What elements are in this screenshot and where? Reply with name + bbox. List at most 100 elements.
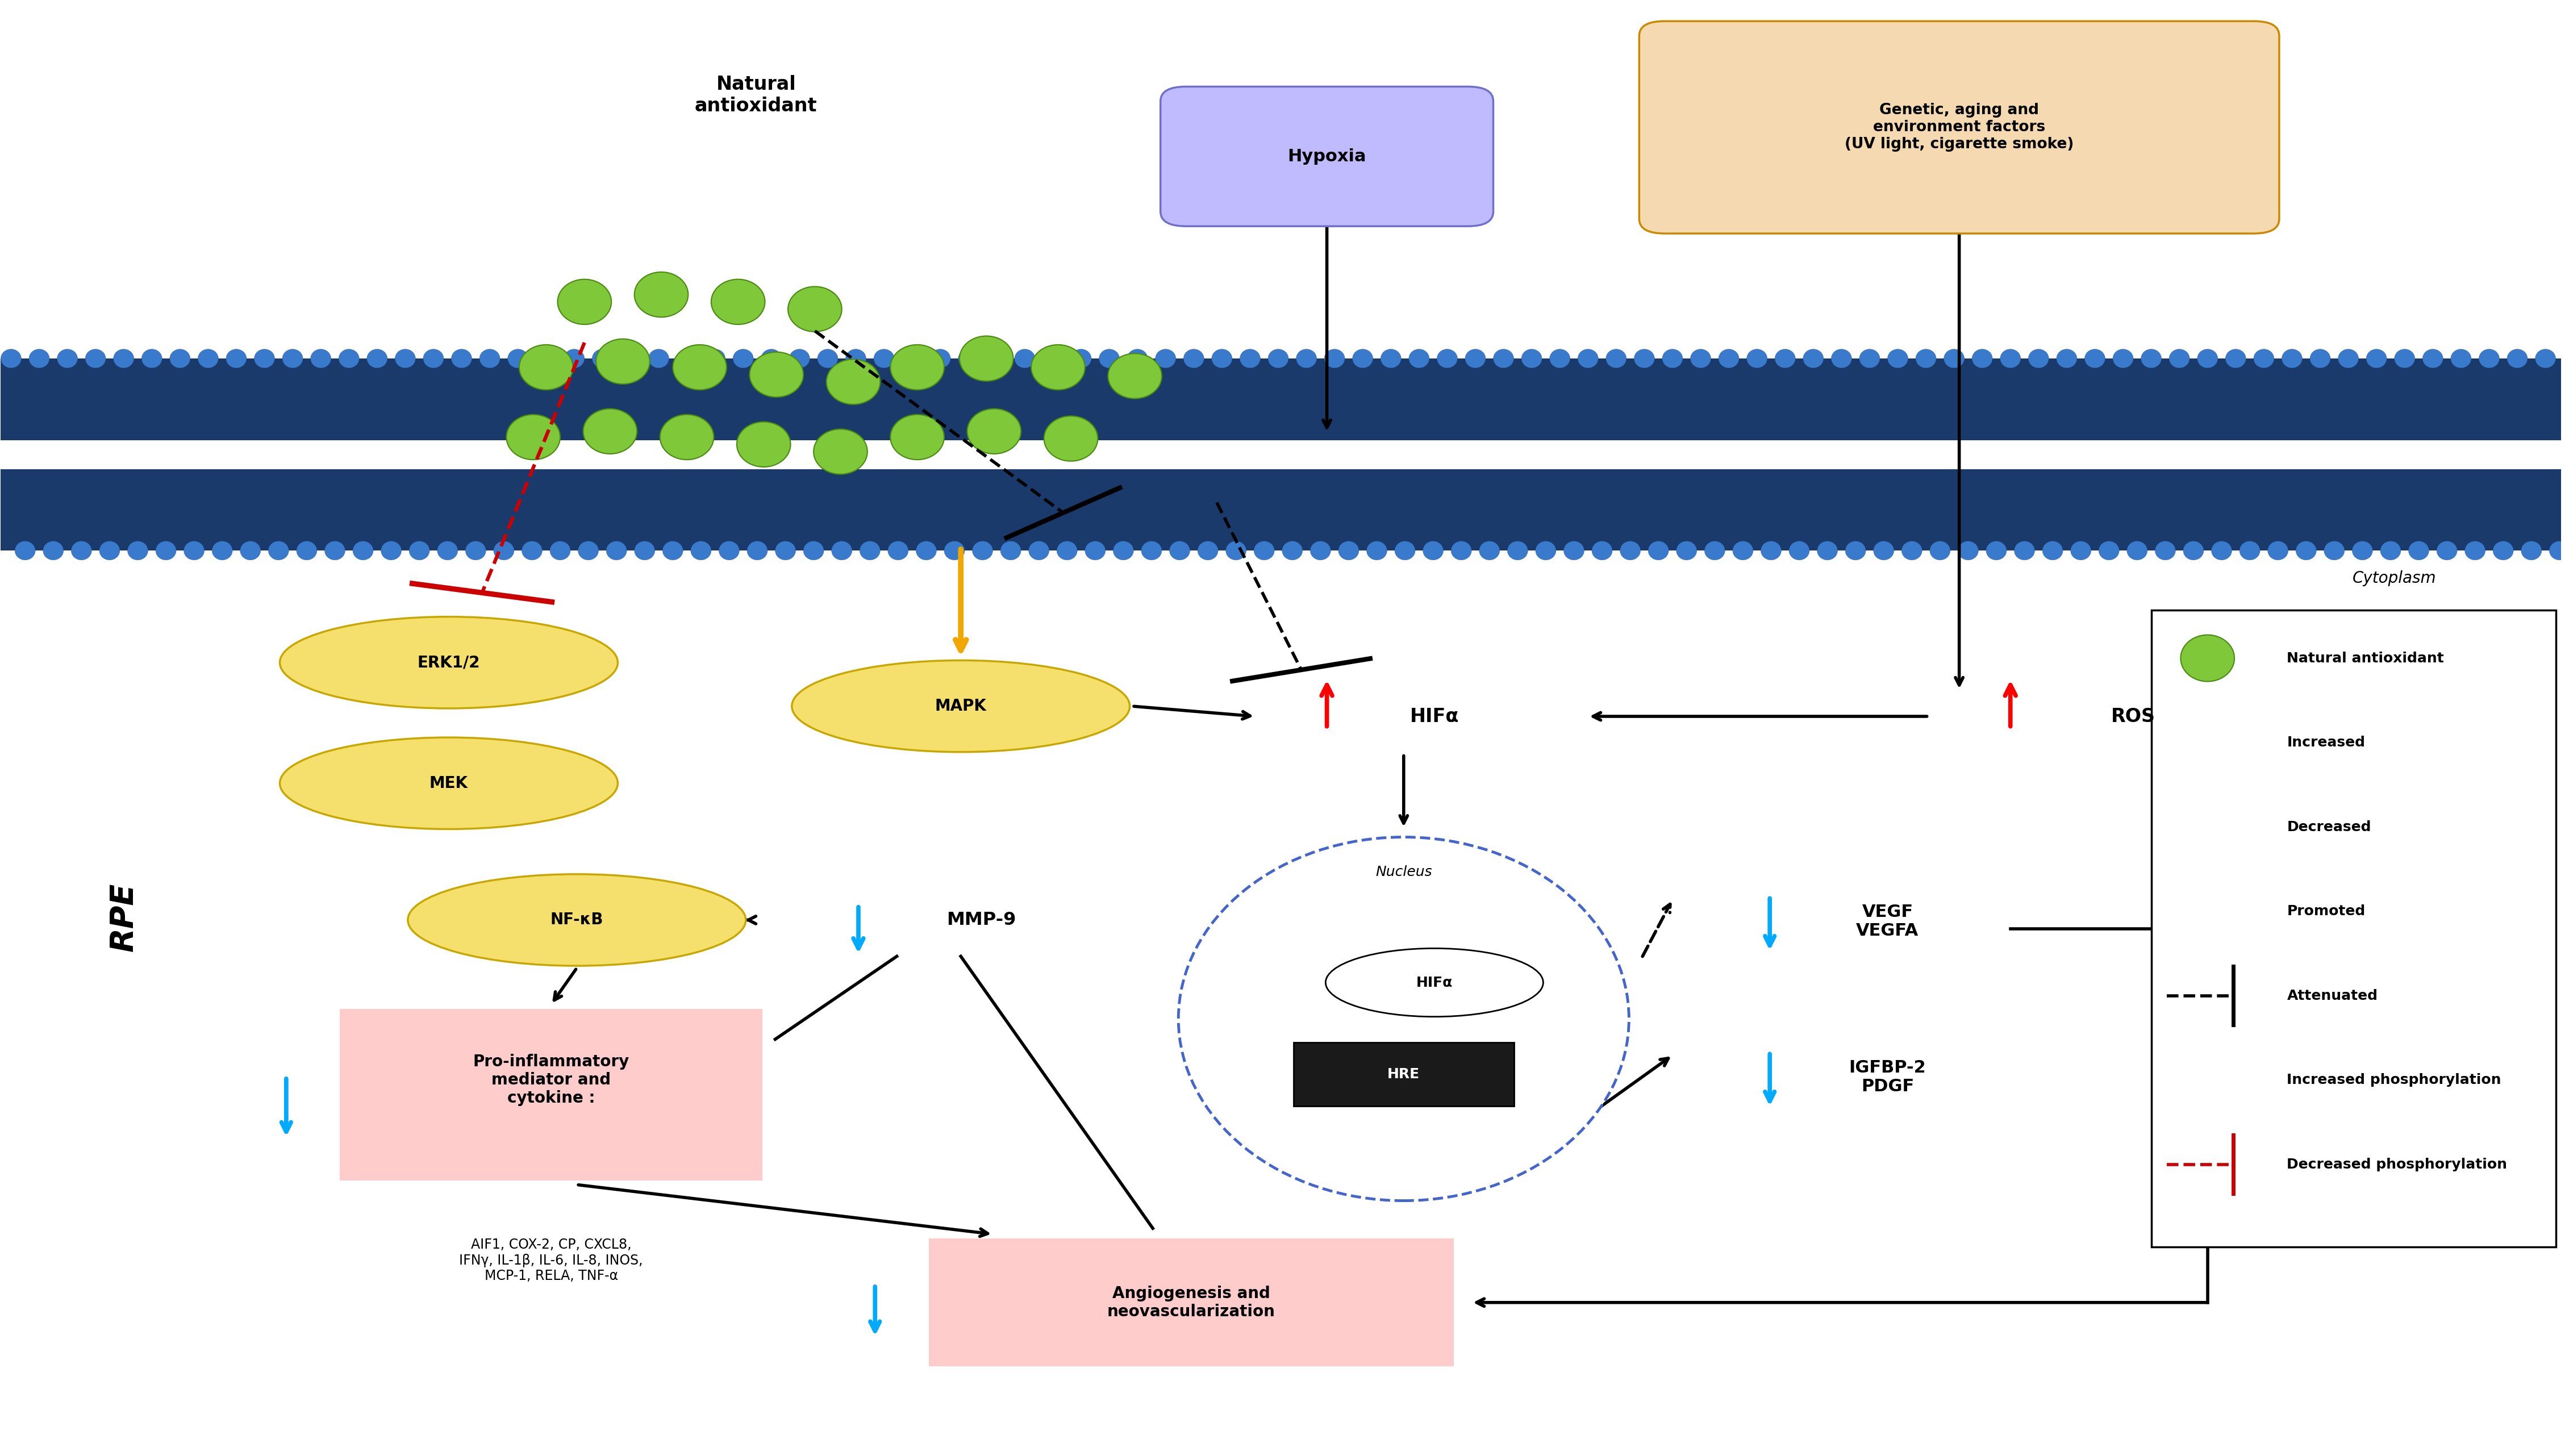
Ellipse shape [408,874,745,965]
Ellipse shape [452,349,473,368]
Ellipse shape [213,542,231,561]
Ellipse shape [791,661,1130,751]
Ellipse shape [999,542,1020,561]
Ellipse shape [437,542,457,561]
Ellipse shape [1269,349,1290,368]
Ellipse shape [2325,542,2345,561]
Ellipse shape [1100,349,1120,368]
Ellipse shape [676,349,696,368]
Ellipse shape [1816,542,1837,561]
Ellipse shape [1634,349,1654,368]
Ellipse shape [509,349,529,368]
Ellipse shape [1873,542,1893,561]
Text: HIFα: HIFα [1410,708,1459,725]
Text: ROS: ROS [2112,708,2155,725]
Ellipse shape [1788,542,1809,561]
Ellipse shape [408,542,429,561]
Ellipse shape [128,542,149,561]
Text: Decreased phosphorylation: Decreased phosphorylation [2286,1158,2507,1171]
Ellipse shape [1338,542,1359,561]
Ellipse shape [748,542,768,561]
Ellipse shape [2030,349,2050,368]
Ellipse shape [1719,349,1739,368]
Ellipse shape [2181,635,2235,681]
Ellipse shape [2338,349,2358,368]
Ellipse shape [522,542,542,561]
Ellipse shape [1297,349,1318,368]
Text: HRE: HRE [1387,1067,1421,1080]
Ellipse shape [1888,349,1909,368]
Text: Decreased: Decreased [2286,820,2371,834]
Ellipse shape [1690,349,1711,368]
Ellipse shape [578,542,599,561]
Ellipse shape [619,349,640,368]
Ellipse shape [817,349,837,368]
FancyBboxPatch shape [1161,86,1493,226]
Ellipse shape [1662,349,1683,368]
Text: ERK1/2: ERK1/2 [416,655,480,671]
Ellipse shape [1860,349,1881,368]
Ellipse shape [2253,349,2274,368]
Ellipse shape [958,336,1012,381]
Ellipse shape [1649,542,1670,561]
Ellipse shape [1508,542,1529,561]
Ellipse shape [902,349,922,368]
Ellipse shape [776,542,796,561]
Ellipse shape [2353,542,2374,561]
Ellipse shape [1577,349,1598,368]
Ellipse shape [1112,542,1133,561]
Ellipse shape [1310,542,1331,561]
Ellipse shape [1945,349,1965,368]
Ellipse shape [606,542,627,561]
Ellipse shape [1621,542,1642,561]
FancyBboxPatch shape [0,358,2561,440]
Ellipse shape [2423,349,2443,368]
Ellipse shape [1973,349,1994,368]
Ellipse shape [565,349,586,368]
Ellipse shape [945,542,963,561]
Ellipse shape [971,542,992,561]
Ellipse shape [0,349,21,368]
Ellipse shape [583,409,637,454]
Text: IGFBP-2
PDGF: IGFBP-2 PDGF [1850,1060,1927,1095]
Ellipse shape [873,349,894,368]
Ellipse shape [2310,349,2330,368]
Ellipse shape [891,415,945,460]
Ellipse shape [339,349,360,368]
Text: Increased phosphorylation: Increased phosphorylation [2286,1073,2502,1086]
Ellipse shape [737,422,791,467]
Ellipse shape [493,542,514,561]
FancyBboxPatch shape [339,1009,763,1181]
Ellipse shape [2492,542,2512,561]
Ellipse shape [789,349,809,368]
Ellipse shape [2071,542,2091,561]
Ellipse shape [917,542,938,561]
Ellipse shape [100,542,121,561]
Ellipse shape [891,345,945,390]
Ellipse shape [2366,349,2387,368]
Ellipse shape [2155,542,2176,561]
Ellipse shape [1225,542,1246,561]
Ellipse shape [1901,542,1922,561]
Ellipse shape [986,349,1007,368]
Ellipse shape [267,542,288,561]
Text: Natural
antioxidant: Natural antioxidant [694,76,817,115]
Text: MMP-9: MMP-9 [945,911,1015,929]
Ellipse shape [2297,542,2317,561]
Ellipse shape [2042,542,2063,561]
Ellipse shape [1156,349,1177,368]
Ellipse shape [2435,542,2456,561]
Ellipse shape [2268,542,2289,561]
Text: Angiogenesis and
neovascularization: Angiogenesis and neovascularization [1107,1286,1274,1319]
Ellipse shape [861,542,881,561]
Ellipse shape [1451,542,1472,561]
Ellipse shape [537,349,557,368]
Text: Promoted: Promoted [2286,904,2366,919]
Ellipse shape [1326,349,1344,368]
Ellipse shape [1565,542,1585,561]
Ellipse shape [1043,349,1064,368]
Ellipse shape [719,542,740,561]
Text: AIF1, COX-2, CP, CXCL8,
IFNγ, IL-1β, IL-6, IL-8, INOS,
MCP-1, RELA, TNF-α: AIF1, COX-2, CP, CXCL8, IFNγ, IL-1β, IL-… [460,1238,642,1283]
Text: MAPK: MAPK [935,699,986,713]
Ellipse shape [1549,349,1570,368]
